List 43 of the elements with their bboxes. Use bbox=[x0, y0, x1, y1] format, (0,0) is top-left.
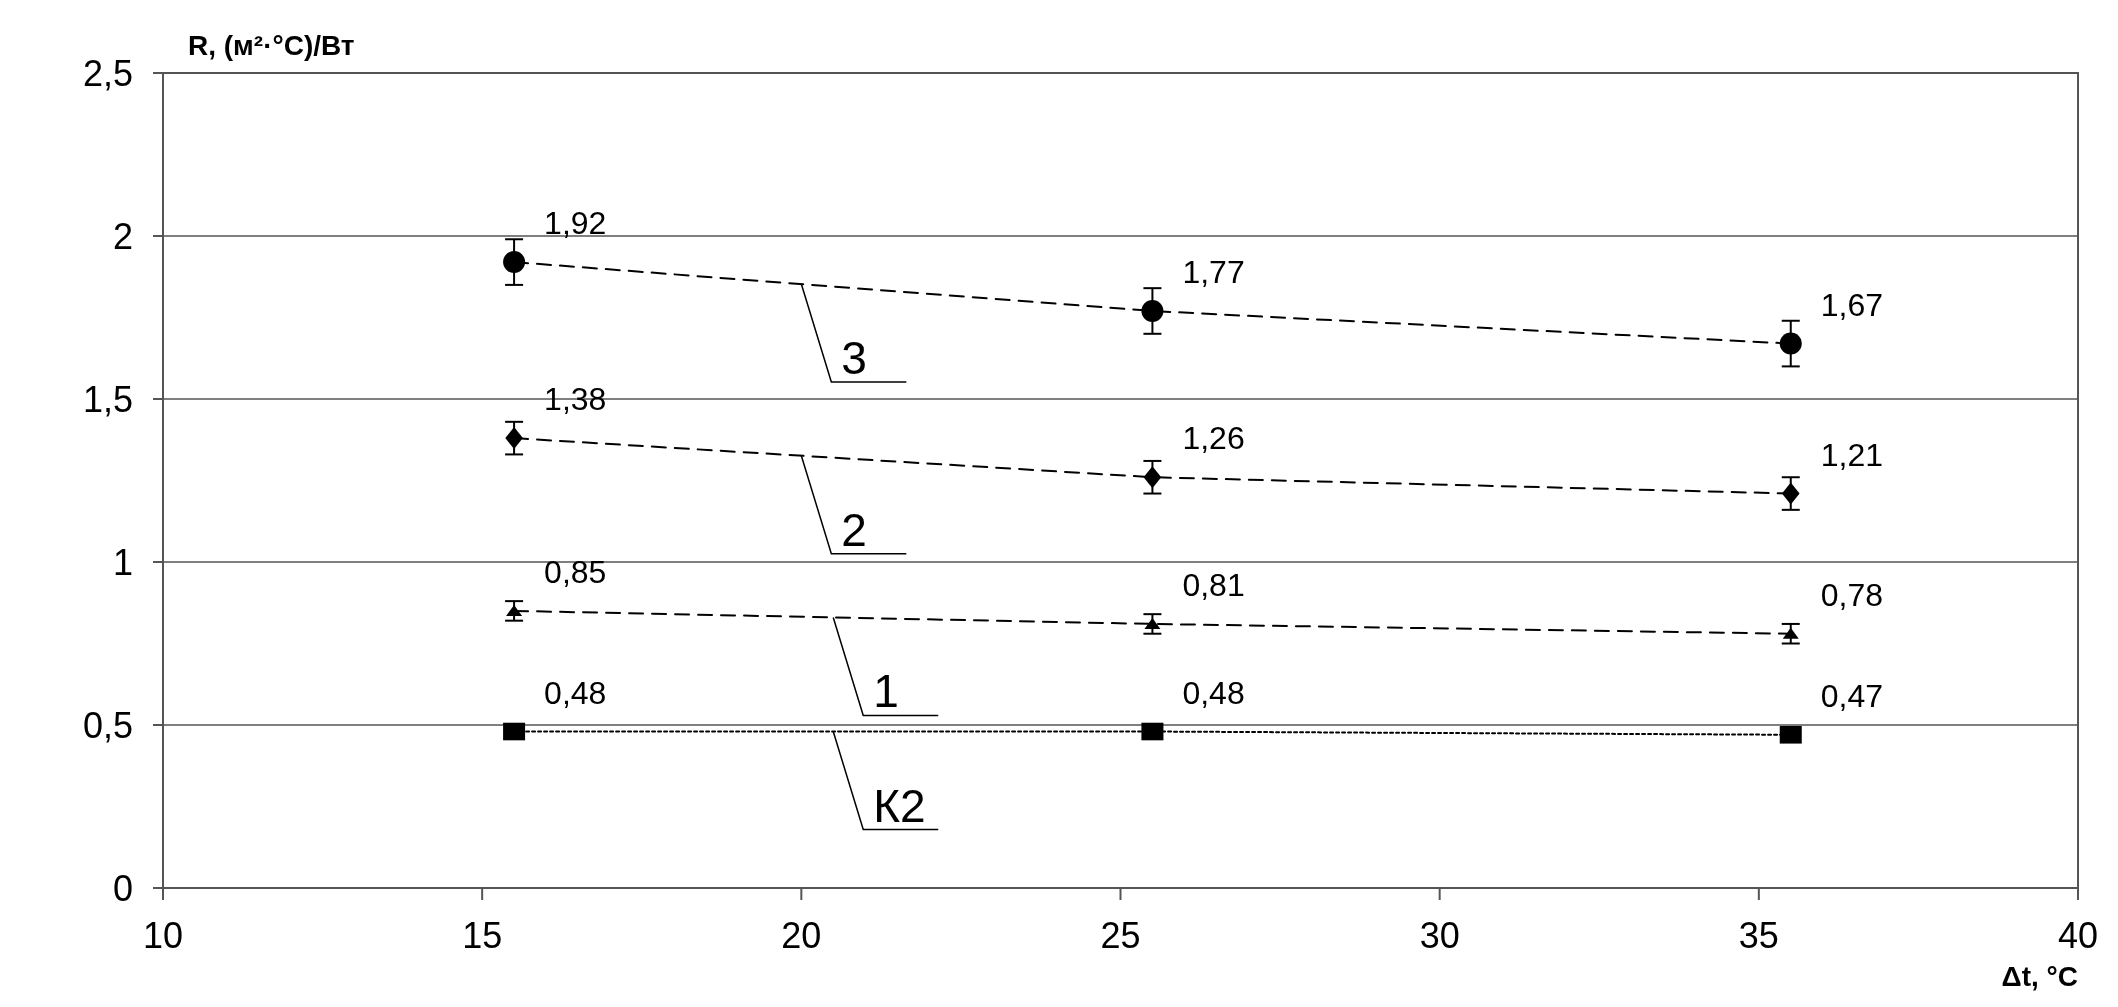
point bbox=[1781, 482, 1800, 505]
point bbox=[1782, 627, 1799, 639]
data-label: 0,78 bbox=[1820, 576, 1884, 613]
data-label: 0,48 bbox=[1182, 674, 1245, 711]
y-tick-label: 0 bbox=[112, 867, 133, 909]
y-axis-title: R, (м²·°С)/Вт bbox=[188, 30, 355, 61]
point bbox=[505, 427, 523, 450]
data-label: 0,81 bbox=[1182, 566, 1245, 603]
series-label: 1 bbox=[873, 665, 899, 718]
y-tick-label: 0,5 bbox=[82, 704, 133, 746]
data-label: 1,38 bbox=[544, 381, 607, 418]
point bbox=[503, 722, 526, 741]
x-tick-label: 30 bbox=[1419, 915, 1460, 956]
y-tick-label: 1 bbox=[112, 541, 133, 583]
point bbox=[1144, 617, 1161, 629]
point bbox=[1141, 299, 1164, 322]
point bbox=[1141, 722, 1164, 741]
x-tick-label: 40 bbox=[2057, 915, 2099, 956]
data-label: 1,21 bbox=[1820, 436, 1884, 473]
y-tick-label: 2 bbox=[112, 215, 133, 257]
data-label: 1,26 bbox=[1182, 420, 1245, 457]
data-label: 0,85 bbox=[544, 553, 607, 590]
data-label: 1,92 bbox=[544, 205, 607, 242]
point bbox=[506, 604, 523, 616]
point bbox=[503, 251, 526, 274]
x-axis-title: Δt, °C bbox=[2001, 961, 2078, 992]
y-tick-label: 1,5 bbox=[82, 378, 133, 420]
point bbox=[1143, 466, 1162, 489]
x-tick-label: 20 bbox=[781, 915, 822, 956]
data-label: 1,67 bbox=[1820, 286, 1884, 323]
data-label: 1,77 bbox=[1182, 253, 1245, 290]
data-label: 0,48 bbox=[544, 674, 607, 711]
series-label: К2 bbox=[873, 779, 926, 832]
series-label: 3 bbox=[841, 332, 867, 385]
x-tick-label: 25 bbox=[1100, 915, 1141, 956]
series-label: 2 bbox=[841, 503, 867, 556]
point bbox=[1779, 725, 1802, 744]
y-tick-label: 2,5 bbox=[82, 52, 133, 94]
x-tick-label: 10 bbox=[142, 915, 184, 956]
data-label: 0,47 bbox=[1820, 677, 1884, 714]
x-tick-label: 35 bbox=[1738, 915, 1779, 956]
x-tick-label: 15 bbox=[462, 915, 503, 956]
point bbox=[1779, 332, 1802, 355]
